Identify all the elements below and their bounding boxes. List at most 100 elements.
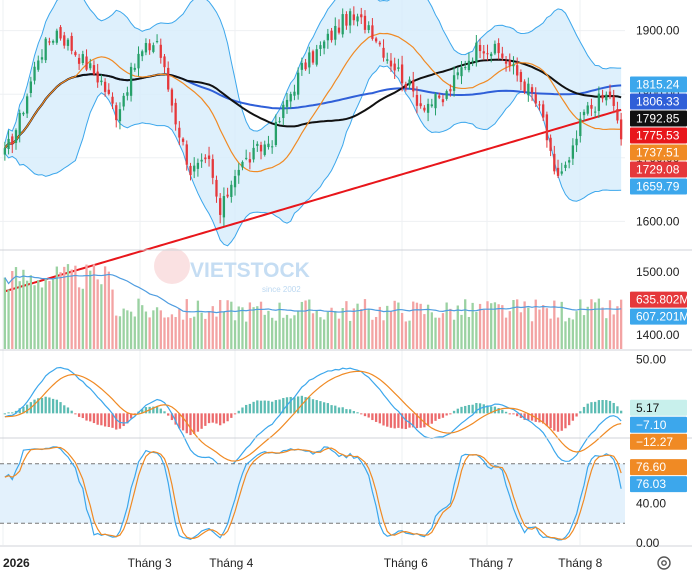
candle-body	[100, 80, 103, 83]
value-tag-label: −7.10	[636, 418, 667, 432]
candle-body	[193, 165, 196, 172]
macd-histogram-bar	[490, 406, 493, 414]
macd-histogram-bar	[33, 399, 36, 414]
volume-bar	[356, 303, 359, 349]
volume-bar	[55, 266, 58, 349]
candle-body	[556, 167, 560, 176]
time-axis-label: Tháng 7	[469, 556, 513, 570]
macd-histogram-bar	[508, 413, 511, 415]
candle-body	[285, 99, 289, 107]
candle-body	[11, 136, 14, 145]
volume-bar	[181, 319, 185, 349]
macd-histogram-bar	[193, 413, 196, 434]
volume-bar	[601, 307, 604, 349]
volume-bar	[159, 310, 162, 349]
macd-histogram-bar	[393, 413, 396, 429]
price-pane[interactable]	[3, 0, 623, 293]
time-axis-label: Tháng 3	[128, 556, 172, 570]
macd-histogram-bar	[282, 398, 285, 414]
macd-histogram-bar	[434, 413, 437, 421]
volume-bar	[456, 305, 459, 349]
volume-bar	[296, 311, 300, 349]
candle-body	[326, 33, 330, 41]
candle-body	[545, 114, 549, 141]
macd-histogram-bar	[601, 399, 604, 414]
candle-body	[152, 45, 155, 52]
candle-body	[278, 121, 281, 123]
macd-histogram-bar	[215, 413, 218, 424]
macd-histogram-bar	[311, 399, 315, 414]
volume-bar	[163, 317, 166, 349]
candle-body	[144, 42, 148, 53]
candle-body	[345, 14, 348, 26]
candle-body	[523, 81, 526, 92]
macd-histogram-bar	[174, 413, 177, 425]
candle-body	[282, 104, 285, 119]
macd-histogram-bar	[152, 406, 155, 414]
candle-body	[40, 57, 44, 60]
candle-body	[7, 138, 10, 149]
macd-histogram-bar	[107, 413, 110, 428]
candle-body	[63, 35, 66, 46]
candle-body	[575, 138, 578, 146]
candle-body	[137, 53, 140, 69]
volume-bar	[594, 302, 597, 349]
volume-bar	[89, 270, 92, 349]
volume-bar	[289, 318, 292, 349]
volume-bar	[330, 307, 333, 349]
macd-histogram-bar	[575, 413, 578, 417]
value-tag-bg	[630, 416, 687, 433]
macd-histogram-bar	[445, 413, 448, 416]
volume-bar	[449, 308, 452, 349]
volume-bar	[464, 299, 467, 349]
macd-histogram-bar	[3, 413, 7, 415]
volume-bar	[497, 304, 500, 349]
candle-body	[48, 41, 51, 43]
macd-histogram-bar	[586, 403, 589, 414]
macd-histogram-bar	[594, 401, 597, 414]
candle-body	[412, 80, 415, 92]
volume-bar	[315, 310, 318, 349]
stochastic-band	[0, 463, 625, 524]
macd-histogram-bar	[452, 410, 456, 414]
value-tag-label: 1737.51	[636, 146, 680, 160]
macd-histogram-bar	[363, 413, 367, 417]
candle-body	[115, 105, 118, 121]
macd-histogram-bar	[63, 405, 66, 414]
volume-bar	[100, 284, 103, 349]
macd-histogram-bar	[605, 400, 608, 414]
volume-bar	[348, 320, 352, 349]
volume-bar	[207, 311, 211, 349]
candle-body	[356, 16, 359, 22]
macd-histogram-bar	[233, 413, 237, 415]
candle-body	[597, 93, 601, 111]
volume-bar	[538, 309, 541, 349]
volume-bar	[508, 311, 511, 349]
candle-body	[590, 104, 593, 109]
volume-bar	[434, 317, 437, 349]
macd-histogram-bar	[304, 397, 307, 414]
candle-body	[315, 49, 318, 65]
volume-bar	[25, 280, 29, 349]
value-tag-bg	[630, 399, 687, 416]
candle-body	[386, 59, 389, 61]
candle-body	[51, 40, 55, 43]
settings-gear-icon[interactable]	[657, 556, 671, 570]
stochastic-pane[interactable]	[0, 446, 625, 541]
macd-histogram-bar	[356, 412, 359, 414]
volume-bar	[482, 309, 485, 349]
macd-histogram-bar	[386, 413, 389, 427]
volume-bar	[115, 315, 118, 349]
macd-pane[interactable]	[3, 366, 623, 469]
candle-body	[237, 169, 240, 176]
macd-histogram-bar	[204, 413, 207, 426]
candle-body	[571, 145, 575, 159]
macd-histogram-bar	[81, 413, 84, 419]
volume-bar	[267, 310, 270, 349]
candle-body	[59, 27, 62, 39]
volume-pane[interactable]	[3, 264, 623, 349]
volume-bar	[408, 320, 411, 349]
volume-bar	[185, 299, 188, 349]
volume-bar	[141, 305, 144, 349]
